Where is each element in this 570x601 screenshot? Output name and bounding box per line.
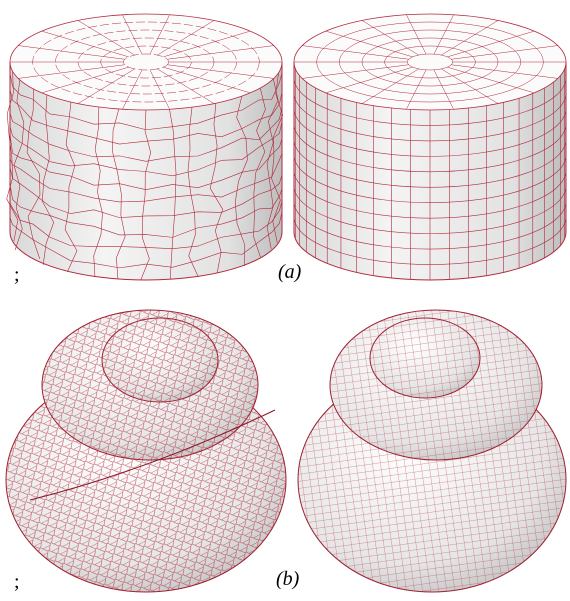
figure: ; (a) ; (b) (0, 0, 570, 601)
panel-label: (a) (278, 261, 302, 283)
cylinder-meshes (7, 14, 566, 280)
separator: ; (14, 264, 20, 286)
panel-label: (b) (276, 568, 300, 590)
blob-left (6, 310, 286, 592)
separator: ; (14, 571, 20, 593)
blob-right (298, 310, 566, 592)
